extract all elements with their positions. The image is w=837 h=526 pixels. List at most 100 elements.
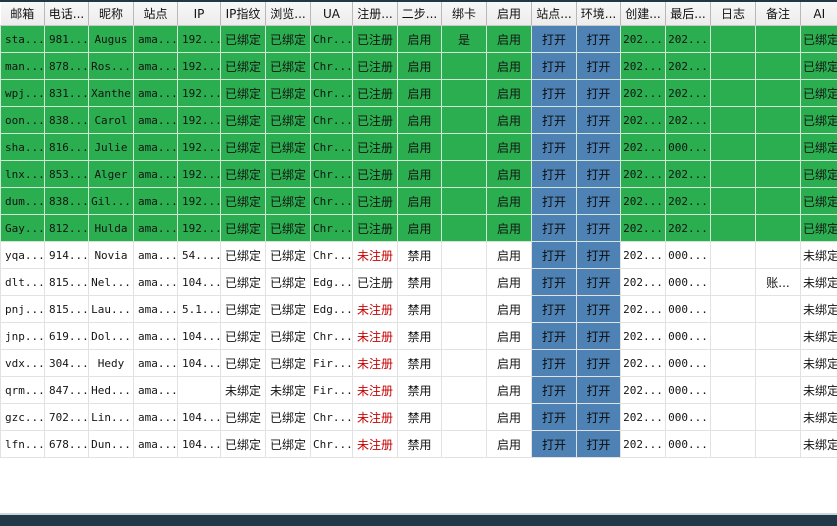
- cell-phone: 981...: [44, 25, 89, 53]
- cell-ua: Chr...: [310, 430, 353, 458]
- cell-env_toggle[interactable]: 打开: [576, 403, 621, 431]
- cell-site_toggle[interactable]: 打开: [531, 160, 577, 188]
- cell-env_toggle[interactable]: 打开: [576, 52, 621, 80]
- cell-env_toggle[interactable]: 打开: [576, 25, 621, 53]
- table-row[interactable]: wpj... 831... Xanthe ama... 192... 已绑定 已绑定 Chr.…: [0, 79, 837, 107]
- cell-note: [755, 160, 801, 188]
- column-header-bind_card[interactable]: 绑卡: [441, 2, 487, 26]
- table-row[interactable]: gzc... 702... Lin... ama... 104... 已绑定 已绑定 Chr.…: [0, 403, 837, 431]
- table-row[interactable]: man... 878... Ros... ama... 192... 已绑定 已绑定 Chr.…: [0, 52, 837, 80]
- cell-site_toggle[interactable]: 打开: [531, 376, 577, 404]
- cell-site_toggle[interactable]: 打开: [531, 214, 577, 242]
- cell-site_toggle[interactable]: 打开: [531, 106, 577, 134]
- cell-env_toggle[interactable]: 打开: [576, 106, 621, 134]
- cell-site_toggle[interactable]: 打开: [531, 25, 577, 53]
- cell-site_toggle[interactable]: 打开: [531, 241, 577, 269]
- table-row[interactable]: pnj... 815... Lau... ama... 5.1... 已绑定 已绑定 Edg.…: [0, 295, 837, 323]
- cell-env_toggle[interactable]: 打开: [576, 79, 621, 107]
- cell-site_toggle[interactable]: 打开: [531, 295, 577, 323]
- column-header-phone[interactable]: 电话...: [44, 2, 89, 26]
- cell-site_toggle[interactable]: 打开: [531, 52, 577, 80]
- table-row[interactable]: lnx... 853... Alger ama... 192... 已绑定 已绑定 Chr..…: [0, 160, 837, 188]
- cell-site_toggle[interactable]: 打开: [531, 133, 577, 161]
- cell-log: [710, 79, 756, 107]
- cell-env_toggle[interactable]: 打开: [576, 295, 621, 323]
- table-row[interactable]: dum... 838... Gil... ama... 192... 已绑定 已绑定 Chr.…: [0, 187, 837, 215]
- cell-two_step: 禁用: [397, 376, 442, 404]
- cell-site: ama...: [133, 430, 178, 458]
- column-header-ip_fingerprint[interactable]: IP指纹: [220, 2, 266, 26]
- table-row[interactable]: sha... 816... Julie ama... 192... 已绑定 已绑定 Chr..…: [0, 133, 837, 161]
- cell-ua: Fir...: [310, 376, 353, 404]
- table-row[interactable]: oon... 838... Carol ama... 192... 已绑定 已绑定 Chr..…: [0, 106, 837, 134]
- column-header-site[interactable]: 站点: [133, 2, 178, 26]
- cell-site_toggle[interactable]: 打开: [531, 349, 577, 377]
- cell-ai: 已绑定: [800, 52, 837, 80]
- cell-bind_card: [441, 133, 487, 161]
- cell-email: vdx...: [0, 349, 45, 377]
- cell-register: 已注册: [352, 79, 398, 107]
- table-row[interactable]: Gay... 812... Hulda ama... 192... 已绑定 已绑定 Chr..…: [0, 214, 837, 242]
- cell-env_toggle[interactable]: 打开: [576, 349, 621, 377]
- cell-ai: 未绑定: [800, 376, 837, 404]
- cell-env_toggle[interactable]: 打开: [576, 268, 621, 296]
- cell-phone: 702...: [44, 403, 89, 431]
- table-row[interactable]: sta... 981... Augus ama... 192... 已绑定 已绑定 Chr..…: [0, 25, 837, 53]
- column-header-enabled[interactable]: 启用: [486, 2, 532, 26]
- cell-ip: 5.1...: [177, 295, 221, 323]
- column-header-email[interactable]: 邮箱: [0, 2, 45, 26]
- cell-register: 未注册: [352, 322, 398, 350]
- cell-site_toggle[interactable]: 打开: [531, 322, 577, 350]
- column-header-note[interactable]: 备注: [755, 2, 801, 26]
- cell-env_toggle[interactable]: 打开: [576, 133, 621, 161]
- cell-env_toggle[interactable]: 打开: [576, 187, 621, 215]
- cell-ip_fingerprint: 未绑定: [220, 376, 266, 404]
- cell-ua: Chr...: [310, 241, 353, 269]
- column-header-site_toggle[interactable]: 站点...: [531, 2, 577, 26]
- cell-created: 202...: [620, 160, 666, 188]
- cell-ai: 已绑定: [800, 214, 837, 242]
- column-header-register[interactable]: 注册...: [352, 2, 398, 26]
- table-row[interactable]: lfn... 678... Dun... ama... 104... 已绑定 已绑定 Chr.…: [0, 430, 837, 458]
- table-row[interactable]: yqa... 914... Novia ama... 54.... 已绑定 已绑定 Chr..…: [0, 241, 837, 269]
- table-row[interactable]: vdx... 304... Hedy ama... 104... 已绑定 已绑定 Fir...…: [0, 349, 837, 377]
- cell-nickname: Alger: [88, 160, 134, 188]
- cell-env_toggle[interactable]: 打开: [576, 214, 621, 242]
- column-header-log[interactable]: 日志: [710, 2, 756, 26]
- cell-email: man...: [0, 52, 45, 80]
- cell-ua: Chr...: [310, 403, 353, 431]
- column-header-ua[interactable]: UA: [310, 2, 353, 26]
- column-header-env_toggle[interactable]: 环境...: [576, 2, 621, 26]
- column-header-created[interactable]: 创建...: [620, 2, 666, 26]
- column-header-browser[interactable]: 浏览...: [265, 2, 311, 26]
- cell-env_toggle[interactable]: 打开: [576, 241, 621, 269]
- cell-log: [710, 430, 756, 458]
- cell-bind_card: [441, 295, 487, 323]
- cell-env_toggle[interactable]: 打开: [576, 322, 621, 350]
- cell-env_toggle[interactable]: 打开: [576, 160, 621, 188]
- cell-site_toggle[interactable]: 打开: [531, 430, 577, 458]
- cell-register: 已注册: [352, 214, 398, 242]
- table-row[interactable]: dlt... 815... Nel... ama... 104... 已绑定 已绑定 Edg.…: [0, 268, 837, 296]
- cell-log: [710, 133, 756, 161]
- cell-email: sta...: [0, 25, 45, 53]
- column-header-last[interactable]: 最后...: [665, 2, 711, 26]
- cell-email: lnx...: [0, 160, 45, 188]
- column-header-ip[interactable]: IP: [177, 2, 221, 26]
- cell-ua: Chr...: [310, 79, 353, 107]
- cell-site_toggle[interactable]: 打开: [531, 403, 577, 431]
- cell-site_toggle[interactable]: 打开: [531, 268, 577, 296]
- table-row[interactable]: jnp... 619... Dol... ama... 104... 已绑定 已绑定 Chr.…: [0, 322, 837, 350]
- cell-enabled: 启用: [486, 268, 532, 296]
- table-row[interactable]: qrm... 847... Hed... ama... 未绑定 未绑定 Fir... 未注册禁…: [0, 376, 837, 404]
- column-header-ai[interactable]: AI: [800, 2, 837, 26]
- cell-site_toggle[interactable]: 打开: [531, 79, 577, 107]
- column-header-two_step[interactable]: 二步...: [397, 2, 442, 26]
- cell-site_toggle[interactable]: 打开: [531, 187, 577, 215]
- cell-note: [755, 214, 801, 242]
- cell-env_toggle[interactable]: 打开: [576, 430, 621, 458]
- cell-env_toggle[interactable]: 打开: [576, 376, 621, 404]
- cell-phone: 304...: [44, 349, 89, 377]
- column-header-nickname[interactable]: 昵称: [88, 2, 134, 26]
